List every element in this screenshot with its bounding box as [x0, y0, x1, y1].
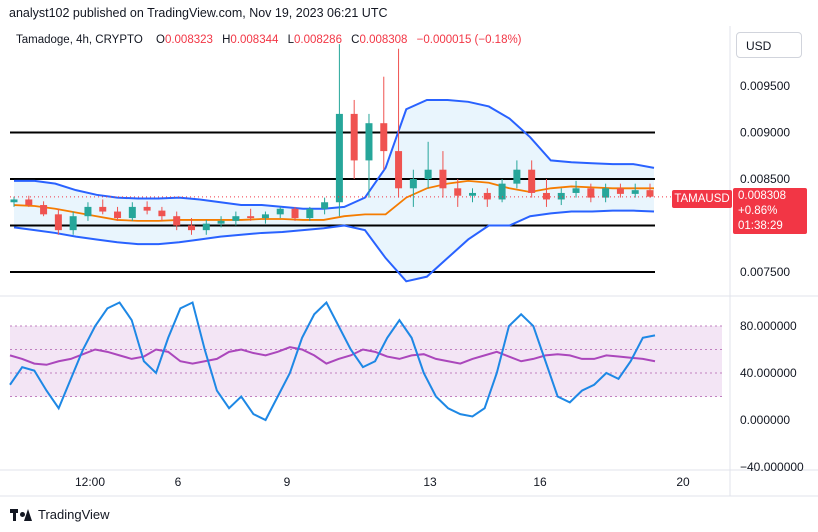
candle-body — [306, 208, 314, 219]
candle-body — [276, 208, 284, 215]
open-label: O — [155, 34, 165, 46]
candle-body — [439, 169, 447, 189]
candle-body — [350, 113, 358, 161]
candle-body — [395, 151, 403, 189]
candle-body — [84, 206, 92, 217]
candle-body — [99, 206, 107, 212]
publish-info: analyst102 published on TradingView.com,… — [9, 6, 388, 20]
candle-body — [158, 210, 166, 217]
candle-body — [202, 223, 210, 231]
open-value: 0.008323 — [164, 34, 213, 46]
candle-body — [557, 192, 565, 200]
close-value: 0.008308 — [359, 34, 408, 46]
bollinger-lower-line — [13, 209, 655, 283]
time-tick-label: 20 — [676, 475, 690, 489]
bar-countdown: 01:38:29 — [738, 220, 783, 232]
candle-body — [217, 220, 225, 224]
candle-body — [261, 214, 269, 219]
candle-body — [187, 225, 195, 231]
candle-body — [173, 216, 181, 226]
ohlc-legend: Tamadoge, 4h, CRYPTO O0.008323 H0.008344… — [16, 34, 522, 46]
brand-name[interactable]: TradingView — [38, 507, 110, 522]
candle-body — [291, 208, 299, 219]
candle-body — [424, 169, 432, 179]
oscillator-tick-label: 0.000000 — [740, 413, 790, 427]
oscillator-tick-label: −40.000000 — [740, 460, 804, 474]
price-tick-label: 0.009500 — [740, 79, 790, 93]
price-tick-label: 0.008500 — [740, 172, 790, 186]
candle-body — [587, 188, 595, 198]
last-change: +0.86% — [738, 205, 778, 217]
price-tick-label: 0.009000 — [740, 126, 790, 140]
oscillator-pane — [9, 300, 722, 422]
candle-body — [69, 216, 77, 231]
candle-body — [114, 211, 122, 219]
candle-body — [483, 192, 491, 200]
candle-body — [25, 199, 33, 206]
low-value: 0.008286 — [294, 34, 342, 46]
candle-body — [128, 206, 136, 219]
candle-body — [232, 216, 240, 221]
low-label: L — [287, 34, 294, 46]
candle-body — [631, 190, 639, 194]
stoch-d-line — [9, 346, 656, 366]
candle-body — [409, 179, 417, 189]
bollinger-upper-line — [14, 98, 655, 210]
time-tick-label: 12:00 — [75, 475, 105, 489]
candle-body — [454, 188, 462, 196]
candle-body — [616, 188, 624, 194]
high-value: 0.008344 — [230, 34, 279, 46]
price-tick-label: 0.007500 — [740, 265, 790, 279]
candle-body — [528, 169, 536, 193]
candle-body — [469, 192, 477, 196]
time-tick-label: 13 — [423, 475, 437, 489]
axes: 0.009500 0.009000 0.008500 0.007500 80.00000… — [0, 26, 818, 497]
candle-body — [143, 206, 151, 211]
oscillator-tick-label: 40.000000 — [740, 366, 797, 380]
tradingview-logo-icon[interactable] — [10, 508, 32, 521]
candle-body — [542, 192, 550, 200]
candle-body — [335, 113, 343, 203]
candle-body — [380, 123, 388, 152]
candle-body — [54, 214, 62, 231]
symbol-price-tag: TAMAUSD — [672, 190, 732, 208]
last-price-box: 0.008308 +0.86% 01:38:29 — [733, 188, 807, 234]
candle-body — [498, 183, 506, 200]
stoch-zone — [10, 326, 722, 397]
last-price: 0.008308 — [738, 190, 786, 202]
currency-button[interactable]: USD — [736, 32, 802, 58]
moving-average-line — [13, 179, 654, 222]
candle-body — [365, 123, 373, 161]
time-tick-label: 6 — [175, 475, 182, 489]
candle-body — [40, 205, 48, 215]
candle-body — [247, 216, 255, 219]
candle-body — [572, 188, 580, 193]
stoch-k-line — [9, 300, 656, 422]
candle-body — [602, 188, 610, 198]
time-tick-label: 16 — [533, 475, 547, 489]
footer: TradingView — [10, 507, 110, 522]
candle-body — [513, 169, 521, 184]
bollinger-band-fill — [14, 99, 654, 282]
candle-body — [646, 190, 654, 197]
change-value: −0.000015 (−0.18%) — [416, 34, 522, 46]
main-pane — [10, 44, 730, 283]
high-label: H — [222, 34, 231, 46]
symbol-label: Tamadoge, 4h, CRYPTO — [16, 34, 143, 46]
candle-body — [10, 199, 18, 203]
time-tick-label: 9 — [284, 475, 291, 489]
candle-body — [321, 202, 329, 209]
oscillator-tick-label: 80.000000 — [740, 319, 797, 333]
close-label: C — [351, 34, 360, 46]
